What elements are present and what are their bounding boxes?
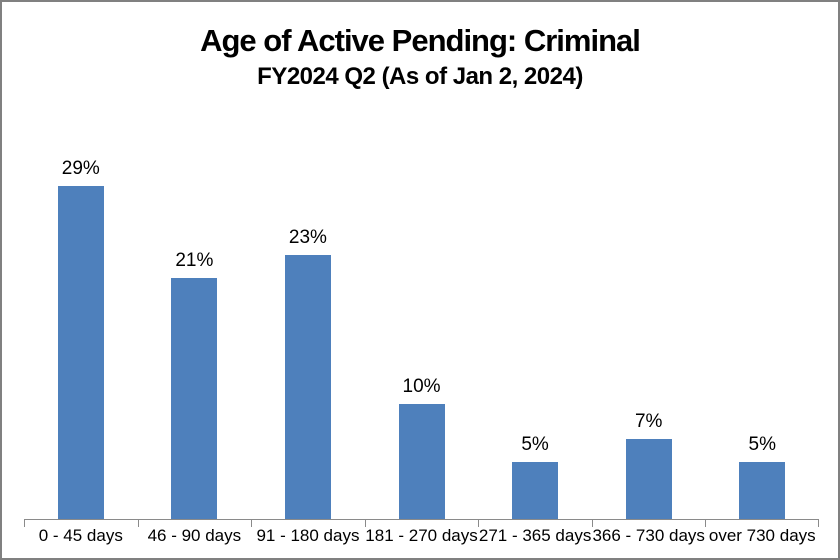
bar-value-label: 7% [634, 410, 663, 432]
axis-tick [818, 520, 819, 527]
chart-subtitle: FY2024 Q2 (As of Jan 2, 2024) [257, 63, 583, 90]
x-axis-category-label: 46 - 90 days [147, 526, 242, 545]
bar-slot: 23% [251, 89, 365, 519]
bar-slot: 21% [138, 89, 252, 519]
bar-slot: 29% [24, 89, 138, 519]
x-axis-labels: 0 - 45 days 46 - 90 days 91 - 180 days 181 … [24, 526, 819, 546]
bar-value-label: 5% [521, 433, 549, 455]
bar-value-label: 29% [61, 157, 100, 179]
axis-tick [137, 520, 139, 527]
bar-slot: 5% [705, 89, 819, 519]
axis-tick [364, 520, 366, 527]
x-axis-category-label: 366 - 730 days [592, 526, 705, 545]
bar [739, 461, 786, 519]
axis-tick [591, 520, 593, 527]
bar-value-label: 10% [402, 376, 441, 397]
axis-tick [478, 520, 480, 527]
axis-tick [251, 520, 253, 527]
bar-slot: 5% [478, 89, 592, 519]
x-axis-category-label: 181 - 270 days [365, 526, 478, 545]
plot-area: 29% 21% 23% 10% 5% 7% 5% [24, 89, 819, 519]
x-axis-category-label: 0 - 45 days [38, 526, 123, 545]
bar-slot: 7% [592, 89, 706, 519]
bar [57, 185, 104, 519]
bar-value-label: 23% [288, 226, 327, 248]
x-axis-category-label: over 730 days [708, 526, 816, 545]
x-axis-category-label: 91 - 180 days [256, 526, 360, 545]
bar-value-label: 21% [175, 249, 214, 271]
x-axis-line [24, 519, 819, 527]
axis-tick [24, 520, 25, 527]
x-axis-category-label: 271 - 365 days [478, 526, 592, 545]
bar-slot: 10% [365, 89, 479, 519]
bar [171, 277, 218, 519]
bar-value-label: 5% [748, 433, 776, 455]
chart-title: Age of Active Pending: Criminal [200, 23, 641, 58]
bar [398, 404, 445, 519]
bar [512, 461, 559, 519]
bar [625, 438, 672, 519]
axis-tick [705, 520, 707, 527]
bar [284, 254, 331, 519]
